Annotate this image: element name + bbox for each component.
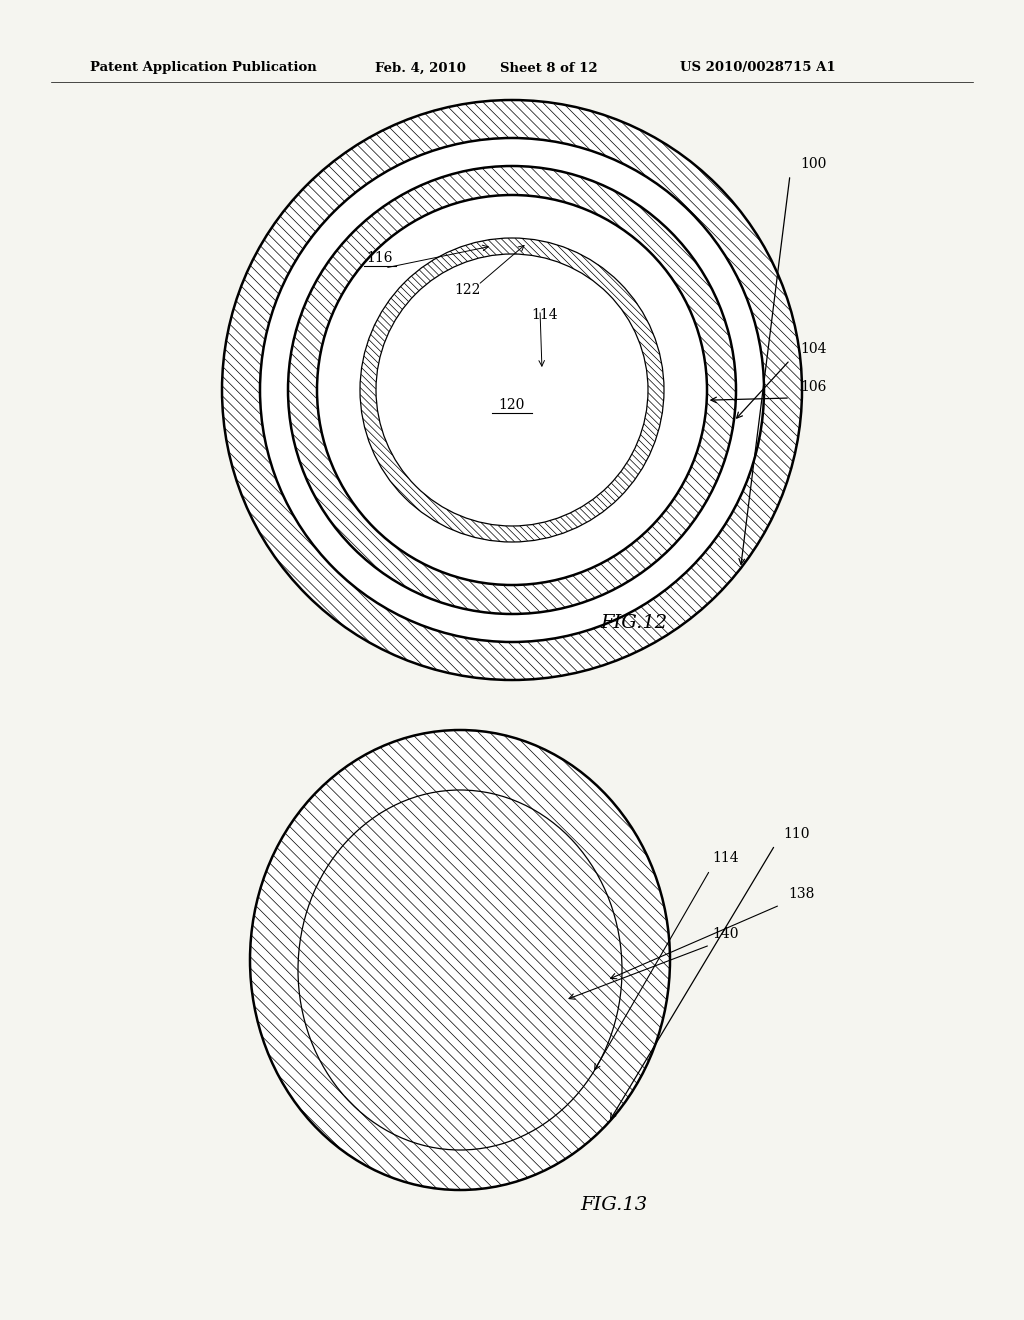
Text: 100: 100 [800,157,826,172]
Text: 104: 104 [800,342,826,356]
Text: 114: 114 [712,851,738,865]
Ellipse shape [298,789,622,1150]
Text: 138: 138 [788,887,814,902]
Text: 120: 120 [499,399,525,412]
Ellipse shape [317,195,707,585]
Text: Patent Application Publication: Patent Application Publication [90,62,316,74]
Text: 110: 110 [783,828,810,841]
Ellipse shape [222,100,802,680]
Text: Feb. 4, 2010: Feb. 4, 2010 [375,62,466,74]
Text: 114: 114 [531,308,558,322]
Text: US 2010/0028715 A1: US 2010/0028715 A1 [680,62,836,74]
Text: 122: 122 [455,282,481,297]
Text: 106: 106 [800,380,826,393]
Ellipse shape [260,139,764,642]
Text: 140: 140 [712,927,738,941]
Text: Sheet 8 of 12: Sheet 8 of 12 [500,62,598,74]
Text: FIG.13: FIG.13 [580,1196,647,1214]
Ellipse shape [250,730,670,1191]
Text: 116: 116 [367,251,393,265]
Ellipse shape [376,253,648,525]
Text: FIG.12: FIG.12 [600,614,667,632]
